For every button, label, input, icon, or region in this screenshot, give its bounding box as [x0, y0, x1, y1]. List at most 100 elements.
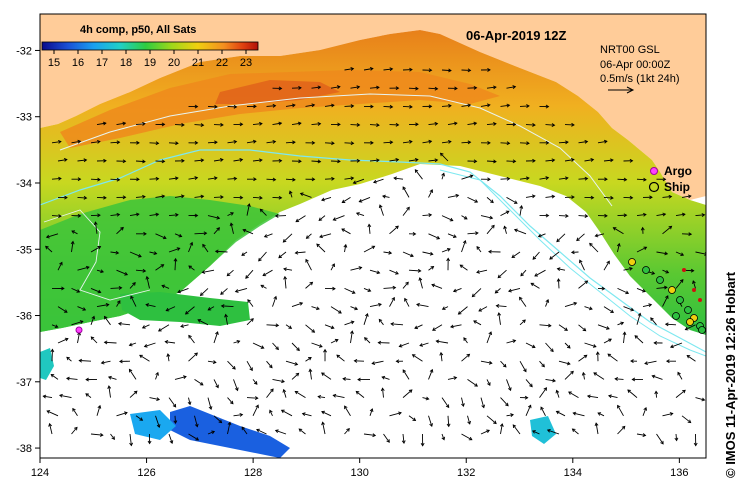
current-arrowhead — [59, 393, 63, 398]
current-arrowhead — [519, 205, 524, 209]
current-arrow — [603, 196, 614, 199]
current-arrowhead — [247, 203, 251, 207]
current-arrow — [108, 376, 117, 380]
current-arrowhead — [430, 266, 435, 270]
current-arrowhead — [367, 223, 372, 228]
current-arrowhead — [166, 353, 171, 357]
current-arrowhead — [459, 264, 464, 269]
current-arrowhead — [488, 249, 492, 254]
current-arrow — [207, 360, 216, 363]
current-arrow — [101, 360, 111, 364]
current-arrowhead — [350, 320, 355, 325]
current-arrow — [96, 122, 106, 126]
current-arrow — [584, 159, 594, 162]
current-arrow — [90, 178, 101, 181]
current-arrowhead — [308, 368, 313, 373]
current-arrowhead — [686, 354, 691, 359]
current-arrowhead — [590, 195, 595, 200]
current-arrowhead — [299, 301, 304, 306]
current-arrow — [467, 415, 471, 425]
current-arrow — [428, 233, 440, 240]
current-arrowhead — [648, 303, 653, 308]
current-arrow — [467, 122, 477, 126]
current-arrowhead — [532, 122, 536, 127]
colorbar-ticks: 15 16 17 18 19 20 21 22 23 — [48, 50, 252, 69]
current-arrowhead — [435, 339, 440, 344]
current-arrowhead — [214, 104, 218, 109]
current-arrow — [233, 414, 243, 417]
current-arrowhead — [589, 242, 593, 247]
current-arrow — [149, 213, 159, 217]
current-arrowhead — [220, 304, 225, 308]
current-arrowhead — [463, 337, 467, 341]
current-arrow — [461, 353, 470, 362]
current-arrow — [506, 197, 518, 204]
current-arrowhead — [629, 266, 633, 271]
current-arrowhead — [350, 104, 355, 108]
current-arrowhead — [398, 411, 402, 416]
info-scale: 0.5m/s (1kt 24h) — [600, 73, 679, 85]
current-arrow — [51, 178, 62, 180]
cold-patch-west — [40, 348, 54, 380]
current-arrowhead — [588, 306, 593, 311]
current-arrow — [617, 243, 620, 253]
current-arrowhead — [269, 409, 273, 414]
warm-core — [60, 70, 500, 148]
current-arrowhead — [224, 313, 228, 318]
current-arrowhead — [474, 199, 479, 203]
current-arrowhead — [395, 158, 400, 162]
current-arrow — [46, 410, 59, 417]
current-arrowhead — [103, 195, 107, 200]
current-arrow — [675, 389, 686, 398]
current-arrow — [50, 374, 59, 380]
current-arrowhead — [448, 103, 452, 108]
current-arrow — [416, 303, 429, 308]
current-arrowhead — [592, 344, 597, 348]
current-arrowhead — [341, 228, 346, 232]
current-arrowhead — [406, 206, 410, 211]
current-arrowhead — [428, 139, 433, 144]
current-arrowhead — [529, 383, 533, 388]
current-arrowhead — [489, 215, 494, 220]
current-arrow — [532, 430, 540, 435]
current-arrowhead — [208, 406, 213, 410]
current-arrowhead — [291, 103, 296, 108]
contour-line-1 — [40, 149, 706, 353]
current-arrowhead — [630, 307, 635, 312]
current-arrow — [472, 288, 482, 297]
lon-tick-label: 126 — [137, 467, 155, 479]
current-arrow — [383, 68, 393, 71]
current-arrowhead — [59, 261, 63, 266]
green-patch-mid — [120, 292, 250, 326]
current-arrow — [478, 306, 488, 312]
current-arrowhead — [351, 290, 356, 294]
current-arrowhead — [664, 251, 669, 256]
current-arrow — [453, 287, 462, 292]
current-arrowhead — [100, 269, 105, 274]
current-arrowhead — [142, 121, 146, 126]
current-arrow — [142, 324, 150, 329]
current-arrow — [94, 222, 98, 234]
current-arrowhead — [216, 215, 221, 220]
current-arrow — [662, 413, 673, 417]
current-arrowhead — [97, 289, 102, 294]
current-arrowhead — [487, 140, 491, 145]
current-arrowhead — [610, 309, 615, 313]
current-arrow — [399, 342, 410, 347]
current-arrow — [330, 263, 335, 271]
current-arrow — [363, 287, 371, 292]
current-arrow — [686, 355, 696, 362]
colorbar-tick-label: 23 — [240, 57, 252, 69]
current-arrowhead — [412, 231, 417, 236]
current-arrow — [227, 212, 234, 217]
current-arrow — [174, 258, 177, 271]
current-arrowhead — [130, 295, 134, 300]
current-arrow — [450, 324, 462, 328]
current-arrow — [382, 195, 390, 198]
current-arrow — [233, 340, 240, 344]
current-arrow — [227, 178, 237, 180]
current-arrow — [188, 433, 199, 441]
current-arrow — [174, 233, 182, 237]
current-arrow — [520, 269, 527, 277]
current-arrowhead — [353, 358, 358, 363]
